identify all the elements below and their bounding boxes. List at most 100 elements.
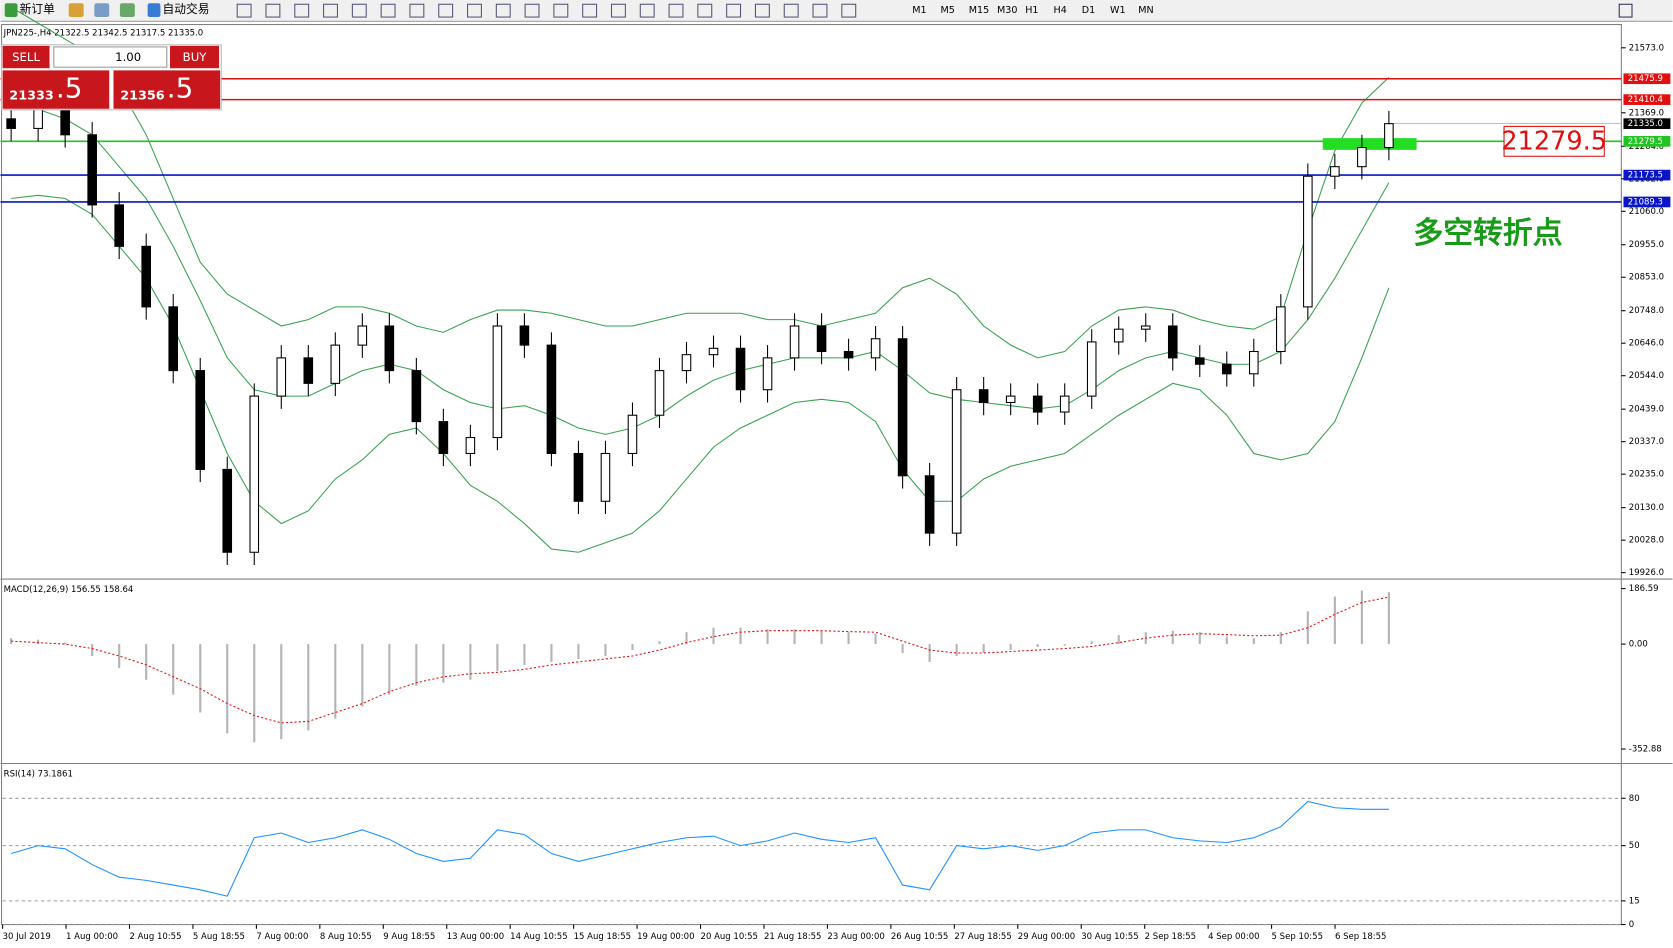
toolbar-button[interactable]: 新订单 bbox=[20, 2, 55, 16]
candle-body bbox=[735, 347, 746, 391]
toolbar-icon[interactable] bbox=[147, 3, 161, 18]
sell-label[interactable]: SELL bbox=[12, 50, 40, 64]
toolbar-icon[interactable] bbox=[524, 3, 540, 18]
candle-body bbox=[1330, 166, 1340, 177]
toolbar-button[interactable]: 自动交易 bbox=[163, 2, 210, 16]
x-tick-label: 30 Jul 2019 bbox=[3, 932, 51, 942]
sell-button[interactable] bbox=[2, 45, 50, 69]
toolbar-icon[interactable] bbox=[294, 3, 310, 18]
timeframe-button[interactable]: H1 bbox=[1025, 5, 1038, 16]
y-tick-label: 21369.0 bbox=[1629, 108, 1664, 118]
search-icon[interactable] bbox=[1618, 3, 1633, 18]
candle-body bbox=[438, 421, 449, 455]
candle-body bbox=[762, 357, 773, 391]
y-tick-label: 20748.0 bbox=[1629, 306, 1664, 316]
ask-main[interactable]: 21356 bbox=[120, 88, 165, 103]
toolbar-icon[interactable] bbox=[236, 3, 252, 18]
x-tick-label: 29 Aug 00:00 bbox=[1018, 932, 1075, 942]
x-tick-label: 26 Aug 10:55 bbox=[891, 932, 948, 942]
y-tick-label: 20235.0 bbox=[1629, 470, 1664, 480]
toolbar-icon[interactable] bbox=[409, 3, 425, 18]
candle-body bbox=[87, 134, 97, 206]
toolbar-icon[interactable] bbox=[265, 3, 281, 18]
callout-box bbox=[1503, 125, 1605, 157]
toolbar-icon[interactable] bbox=[119, 3, 135, 18]
buy-label[interactable]: BUY bbox=[183, 50, 208, 64]
y-tick-label: 21060.0 bbox=[1629, 207, 1664, 217]
ask-box[interactable] bbox=[113, 70, 221, 109]
toolbar-icon[interactable] bbox=[812, 3, 828, 18]
candle-body bbox=[168, 306, 179, 372]
x-tick-label: 2 Sep 18:55 bbox=[1145, 932, 1196, 942]
candle-body bbox=[870, 338, 881, 359]
toolbar-icon[interactable] bbox=[553, 3, 569, 18]
toolbar-icon[interactable] bbox=[754, 3, 770, 18]
bid-main[interactable]: 21333 bbox=[9, 88, 53, 103]
toolbar-icon[interactable] bbox=[68, 3, 84, 18]
timeframe-button[interactable]: W1 bbox=[1110, 5, 1126, 16]
level-tag bbox=[1623, 73, 1671, 85]
toolbar-icon[interactable] bbox=[467, 3, 482, 18]
y-tick-label: 0 bbox=[1629, 920, 1634, 930]
y-tick-label: 0.00 bbox=[1629, 640, 1648, 650]
bid-box[interactable] bbox=[2, 70, 110, 109]
y-tick-label: 20337.0 bbox=[1629, 437, 1664, 447]
x-tick-label: 6 Sep 18:55 bbox=[1335, 932, 1386, 942]
y-tick-label: 80 bbox=[1629, 794, 1640, 804]
lot-field[interactable] bbox=[53, 46, 168, 68]
candle-body bbox=[1276, 306, 1286, 353]
toolbar-icon[interactable] bbox=[495, 3, 511, 18]
toolbar-icon[interactable] bbox=[841, 3, 857, 18]
toolbar-icon[interactable] bbox=[94, 3, 110, 18]
y-tick-label: 20439.0 bbox=[1629, 405, 1664, 415]
lot-value[interactable]: 1.00 bbox=[115, 50, 141, 64]
toolbar-icon[interactable] bbox=[610, 3, 626, 18]
timeframe-button[interactable]: D1 bbox=[1082, 5, 1095, 16]
level-label: 21410.4 bbox=[1628, 95, 1663, 105]
candle-body bbox=[627, 414, 638, 455]
timeframe-button[interactable]: M1 bbox=[912, 5, 926, 16]
bid-frac[interactable]: .5 bbox=[56, 72, 82, 105]
level-label: 21279.5 bbox=[1628, 137, 1663, 147]
candle-body bbox=[222, 468, 233, 553]
last-price-label: 21335.0 bbox=[1628, 119, 1663, 129]
ask-frac[interactable]: .5 bbox=[167, 72, 193, 105]
toolbar-icon[interactable] bbox=[668, 3, 684, 18]
candle-body bbox=[978, 389, 989, 404]
buy-button[interactable] bbox=[170, 45, 220, 69]
candle-body bbox=[1221, 363, 1232, 375]
x-tick-label: 14 Aug 10:55 bbox=[510, 932, 567, 942]
toolbar-icon[interactable] bbox=[351, 3, 367, 18]
toolbar-icon[interactable] bbox=[380, 3, 396, 18]
x-tick-label: 5 Aug 18:55 bbox=[193, 932, 245, 942]
x-tick-label: 9 Aug 18:55 bbox=[383, 932, 435, 942]
timeframe-button[interactable]: H4 bbox=[1054, 5, 1067, 16]
toolbar-icon[interactable] bbox=[438, 3, 454, 18]
candle-body bbox=[276, 357, 287, 397]
candle-body bbox=[465, 437, 476, 455]
toolbar-icon[interactable] bbox=[639, 3, 655, 18]
toolbar-icon[interactable] bbox=[323, 3, 338, 18]
toolbar-icon[interactable] bbox=[783, 3, 799, 18]
level-label: 21173.5 bbox=[1628, 171, 1663, 181]
candle-body bbox=[681, 354, 692, 372]
callout-label: 21279.5 bbox=[1501, 126, 1607, 156]
pane-title: MACD(12,26,9) 156.55 158.64 bbox=[4, 585, 134, 595]
timeframe-button[interactable]: M15 bbox=[969, 5, 989, 16]
toolbar-icon[interactable] bbox=[582, 3, 598, 18]
toolbar-icon[interactable] bbox=[4, 3, 18, 18]
candle-body bbox=[1140, 325, 1151, 330]
toolbar-icon[interactable] bbox=[697, 3, 713, 18]
candle-body bbox=[357, 325, 368, 346]
timeframe-button[interactable]: M5 bbox=[940, 5, 954, 16]
candle-body bbox=[573, 452, 584, 502]
x-tick-label: 2 Aug 10:55 bbox=[129, 932, 181, 942]
candle-body bbox=[897, 338, 908, 477]
x-tick-label: 7 Aug 00:00 bbox=[256, 932, 308, 942]
timeframe-button[interactable]: MN bbox=[1138, 5, 1153, 16]
timeframe-button[interactable]: M30 bbox=[997, 5, 1017, 16]
candle-body bbox=[924, 475, 935, 534]
candle-body bbox=[951, 389, 962, 534]
candle-body bbox=[1303, 175, 1313, 308]
toolbar-icon[interactable] bbox=[726, 3, 742, 18]
